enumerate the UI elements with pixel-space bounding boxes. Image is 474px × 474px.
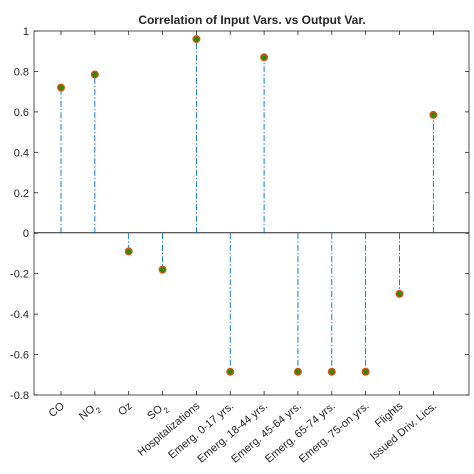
y-tick-label: 0.2 [14, 188, 29, 200]
x-tick-label: NO2 [77, 400, 103, 426]
y-tick-label: -0.4 [10, 309, 29, 321]
stem-marker [158, 265, 167, 274]
y-tick-label: 0 [23, 228, 29, 240]
chart-title: Correlation of Input Vars. vs Output Var… [138, 13, 365, 27]
x-tick-label: Oz [116, 400, 134, 418]
plot-area [33, 30, 470, 396]
stem-marker [260, 53, 269, 62]
x-tick-label: CO [47, 400, 68, 420]
stem-series [57, 35, 438, 376]
stem-marker [124, 247, 133, 256]
y-axis-ticks: 1 0.8 0.6 0.4 0.2 0 -0.2 -0.4 -0.6 -0.8 [10, 26, 469, 402]
stem-marker [429, 110, 438, 119]
stem-marker [361, 367, 370, 376]
stem-marker [90, 70, 99, 79]
y-tick-label: 0.6 [14, 107, 29, 119]
stem-marker [395, 289, 404, 298]
y-tick-label: -0.2 [10, 269, 29, 281]
stem-marker [327, 367, 336, 376]
y-tick-label: -0.6 [10, 350, 29, 362]
x-tick-label: SO2 [145, 400, 171, 425]
stem-marker [226, 367, 235, 376]
y-tick-label: 0.8 [14, 66, 29, 78]
stem-marker [192, 35, 201, 44]
y-tick-label: 1 [23, 26, 29, 38]
stem-marker [57, 83, 66, 92]
y-tick-label: -0.8 [10, 390, 29, 402]
stem-marker [293, 367, 302, 376]
y-tick-label: 0.4 [14, 147, 29, 159]
